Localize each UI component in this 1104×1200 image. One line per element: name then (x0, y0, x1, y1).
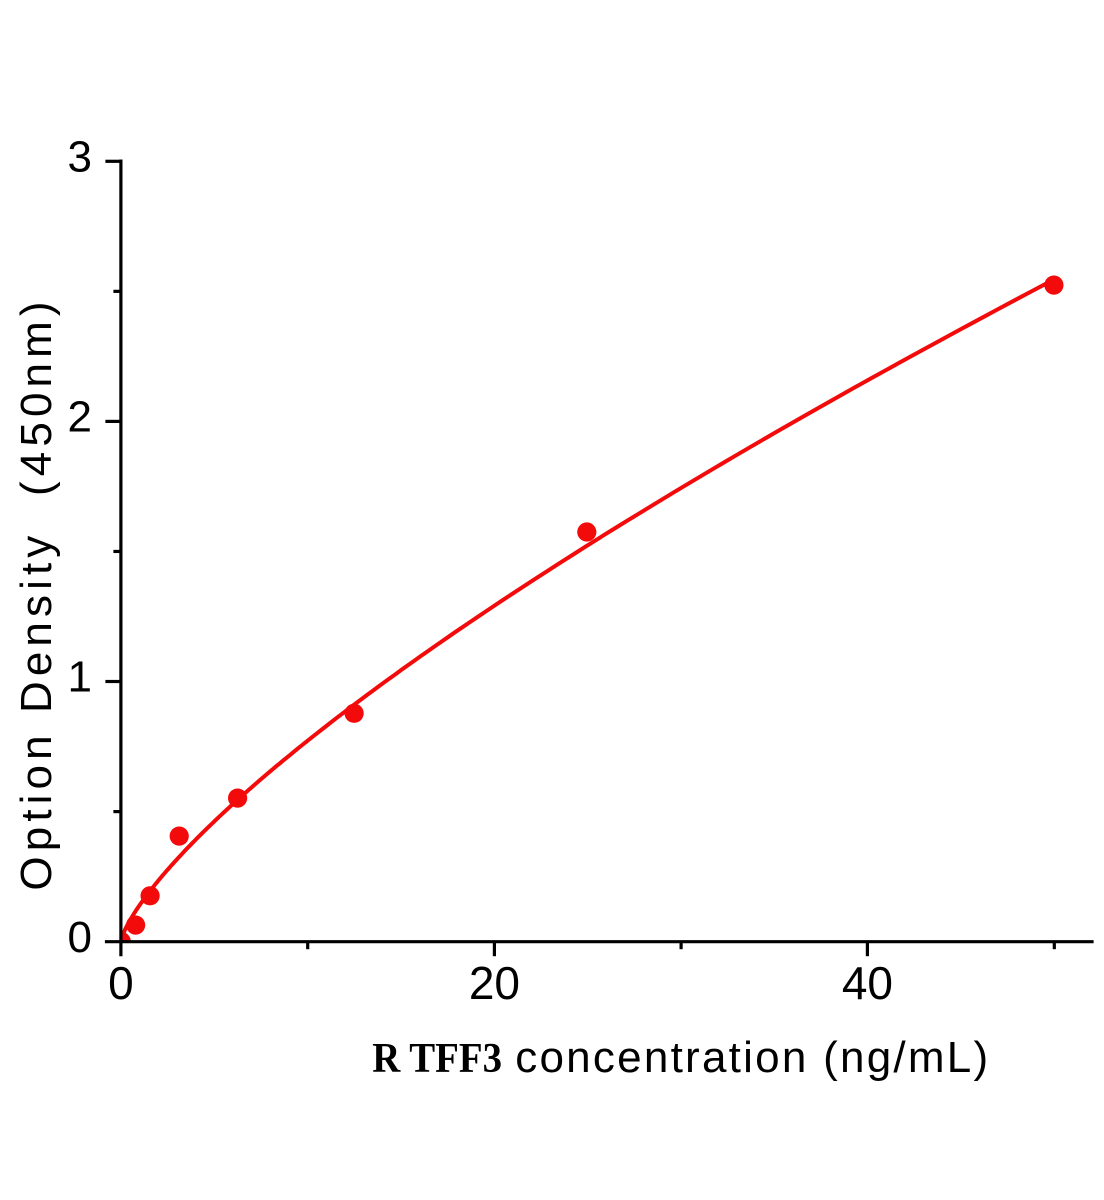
svg-text:concentration (ng/mL): concentration (ng/mL) (515, 1033, 990, 1082)
svg-text:R TFF3: R TFF3 (372, 1036, 502, 1082)
svg-text:40: 40 (842, 957, 893, 1009)
svg-text:0: 0 (108, 957, 134, 1009)
svg-text:2: 2 (68, 393, 92, 442)
svg-text:0: 0 (68, 913, 92, 962)
svg-text:20: 20 (469, 957, 520, 1009)
svg-text:Option Density (450nm): Option Density (450nm) (12, 296, 61, 890)
svg-text:3: 3 (68, 133, 92, 182)
svg-text:1: 1 (68, 653, 92, 702)
